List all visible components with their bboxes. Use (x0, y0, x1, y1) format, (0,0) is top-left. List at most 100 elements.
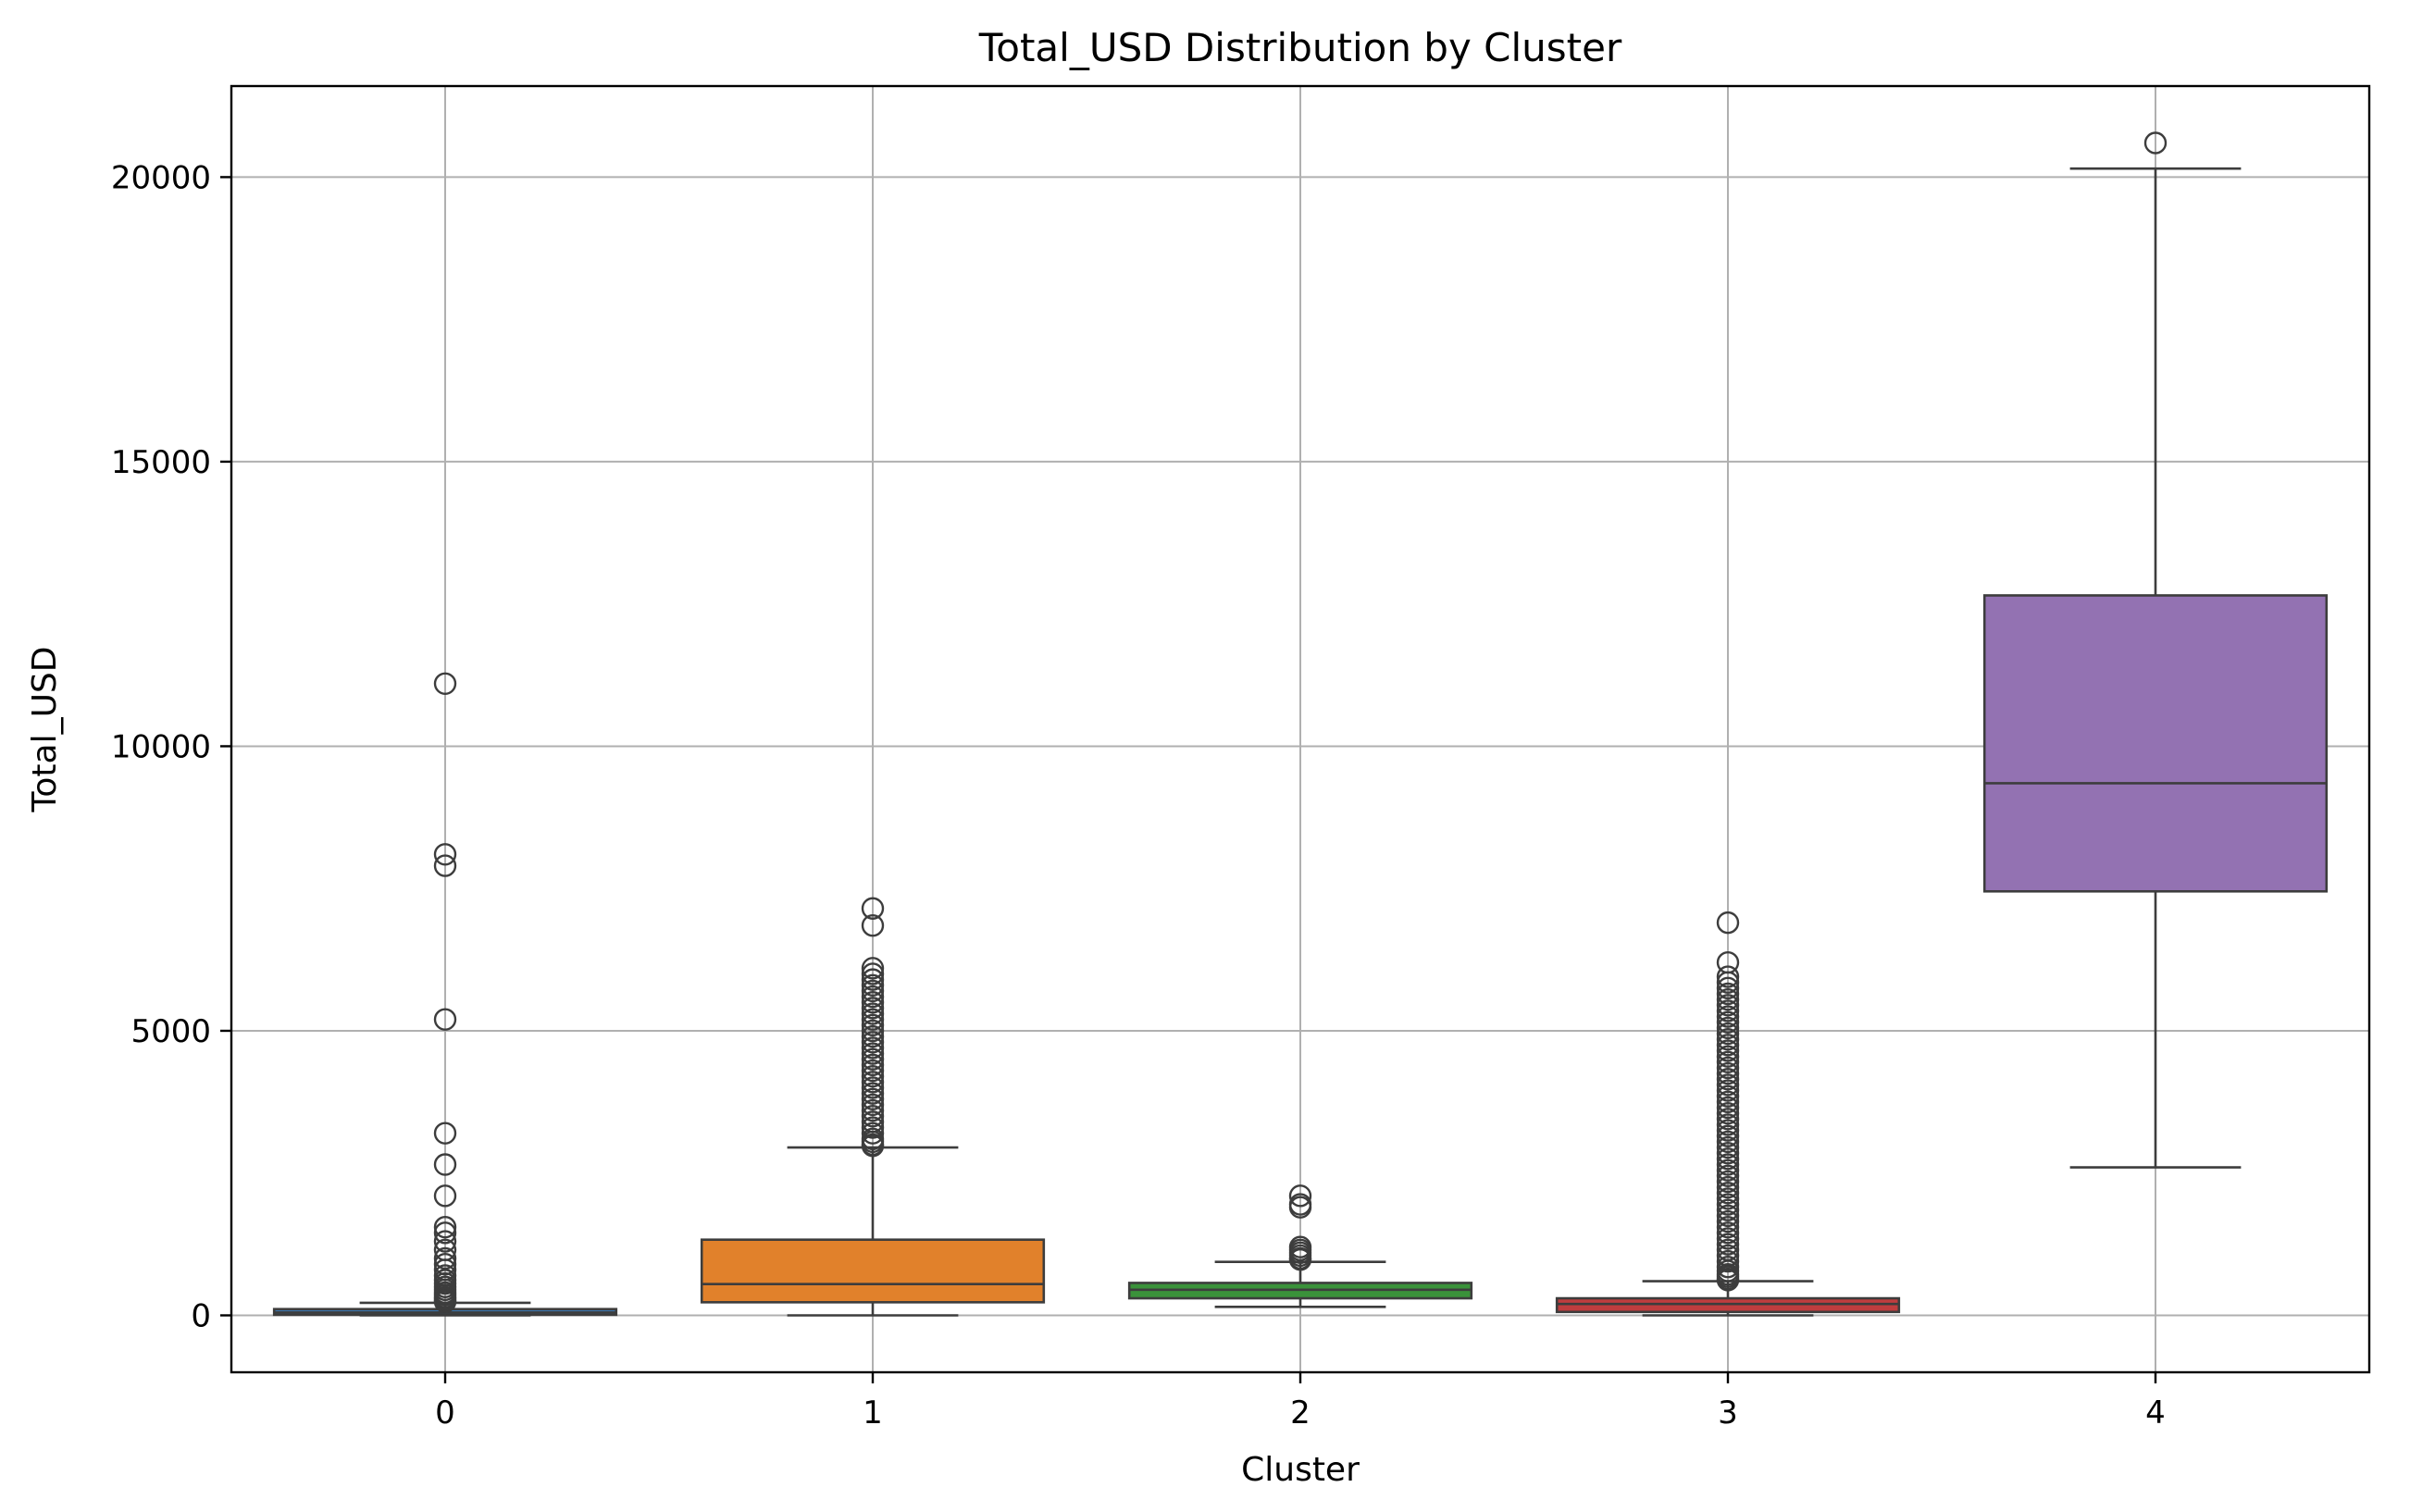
outlier-point (861, 1098, 885, 1122)
iqr-box (1982, 594, 2329, 893)
y-axis-label: Total_USD (26, 647, 64, 813)
outlier-point (1716, 1147, 1740, 1171)
outlier-point (861, 1019, 885, 1043)
outlier-point (433, 1290, 457, 1313)
outlier-point (1716, 1170, 1740, 1194)
outlier-point (1716, 1233, 1740, 1256)
outlier-point (1716, 965, 1740, 988)
outlier-point (1716, 1153, 1740, 1176)
outlier-point (861, 1002, 885, 1025)
outlier-point (1716, 1269, 1740, 1292)
outlier-point (1716, 1096, 1740, 1120)
outlier-point (1716, 1056, 1740, 1080)
outlier-point (1716, 999, 1740, 1022)
outlier-point (861, 1116, 885, 1139)
outlier-point (861, 913, 885, 937)
tick-layer: 0 5000 10000 15000 20000 0 1 2 3 4 (111, 159, 2166, 1431)
outlier-point (1716, 976, 1740, 1000)
outlier-point (861, 973, 885, 997)
outlier-point (1716, 1182, 1740, 1205)
outlier-point (861, 1053, 885, 1077)
outlier-point (433, 1230, 457, 1253)
outlier-point (1716, 1187, 1740, 1210)
outlier-point (1716, 1101, 1740, 1125)
outlier-point (433, 1008, 457, 1031)
box-cluster-3 (1555, 911, 1901, 1317)
x-tick-label: 2 (1290, 1394, 1311, 1431)
outlier-point (1716, 1209, 1740, 1233)
outlier-point (1716, 1068, 1740, 1091)
outlier-point (861, 1087, 885, 1110)
outlier-point (1716, 1090, 1740, 1114)
y-tick-label: 10000 (111, 728, 211, 765)
outlier-point (1716, 1175, 1740, 1199)
y-tick-label: 15000 (111, 444, 211, 481)
outlier-point (861, 1093, 885, 1117)
x-tick-label: 3 (1718, 1394, 1738, 1431)
outlier-point (1716, 1249, 1740, 1273)
box-cluster-1 (700, 897, 1046, 1317)
outlier-point (2143, 131, 2168, 155)
outlier-point (861, 1042, 885, 1065)
box-layer (272, 131, 2329, 1317)
iqr-box (700, 1238, 1046, 1304)
outlier-point (433, 1184, 457, 1208)
outlier-point (1716, 1061, 1740, 1085)
outlier-point (1716, 1010, 1740, 1034)
outlier-point (433, 1246, 457, 1270)
x-axis-label: Cluster (1241, 1451, 1360, 1489)
outlier-point (1716, 1221, 1740, 1245)
x-tick-label: 0 (435, 1394, 455, 1431)
outlier-point (861, 991, 885, 1014)
outlier-point (433, 672, 457, 695)
outlier-point (1288, 1196, 1312, 1219)
outlier-point (1716, 1073, 1740, 1097)
outlier-point (1716, 1215, 1740, 1239)
outlier-point (1716, 1016, 1740, 1040)
outlier-point (1716, 1227, 1740, 1250)
outlier-point (861, 1122, 885, 1145)
outlier-point (861, 1008, 885, 1031)
box-cluster-0 (272, 672, 618, 1317)
outlier-point (1288, 1248, 1312, 1271)
y-tick-label: 0 (191, 1297, 211, 1334)
outlier-point (1716, 1193, 1740, 1216)
outlier-point (1716, 1124, 1740, 1147)
outlier-point (861, 1076, 885, 1099)
outlier-point (1288, 1184, 1312, 1208)
outlier-point (861, 1047, 885, 1071)
x-tick-label: 1 (863, 1394, 883, 1431)
outlier-point (433, 1122, 457, 1145)
outlier-point (861, 957, 885, 980)
outlier-point (433, 843, 457, 866)
outlier-point (1716, 1034, 1740, 1057)
outlier-point (1716, 1022, 1740, 1046)
outlier-point (1716, 1045, 1740, 1068)
outlier-point (861, 1059, 885, 1083)
outlier-point (433, 1221, 457, 1245)
outlier-point (861, 962, 885, 985)
outlier-point (1716, 1079, 1740, 1102)
outlier-point (1716, 1135, 1740, 1159)
outlier-point (861, 1105, 885, 1128)
outlier-point (1716, 1119, 1740, 1142)
outlier-point (1716, 1084, 1740, 1108)
outlier-point (861, 1082, 885, 1105)
outlier-point (1716, 1113, 1740, 1136)
outlier-point (861, 979, 885, 1003)
outlier-point (1716, 1050, 1740, 1074)
outlier-point (861, 1036, 885, 1060)
box-cluster-2 (1127, 1184, 1473, 1308)
outlier-point (1716, 1164, 1740, 1188)
outlier-point (861, 1031, 885, 1054)
outlier-point (861, 997, 885, 1020)
outlier-point (861, 897, 885, 920)
outlier-point (1716, 1005, 1740, 1028)
outlier-point (861, 1024, 885, 1048)
outlier-point (1716, 987, 1740, 1011)
outlier-point (1716, 911, 1740, 935)
outlier-point (861, 1071, 885, 1094)
outlier-point (861, 968, 885, 991)
outlier-point (1716, 994, 1740, 1017)
